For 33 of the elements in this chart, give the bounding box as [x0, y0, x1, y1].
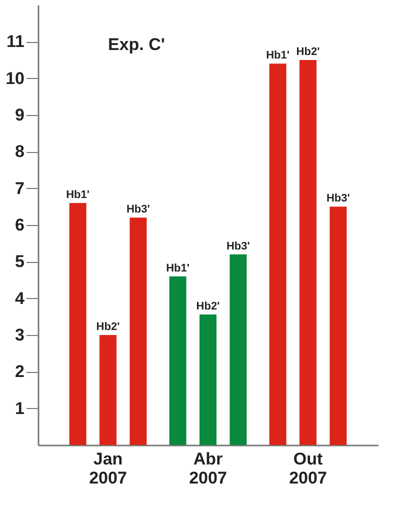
bar [230, 254, 247, 445]
text: Exp. C' [108, 35, 165, 54]
text: Hb3' [226, 240, 250, 252]
y-tick-label: 2 [15, 362, 24, 382]
y-tick-label: 7 [15, 178, 24, 198]
x-tick-label: Out 2007 [289, 450, 327, 488]
y-tick-label: 5 [15, 252, 24, 272]
bar [300, 60, 316, 445]
x-tick-label: Jan 2007 [89, 450, 127, 488]
text: Hb2' [196, 300, 220, 312]
y-tick-label: 8 [15, 142, 24, 162]
bar [330, 206, 347, 445]
bar [130, 218, 147, 445]
series-label: Hb1' [166, 262, 190, 274]
bar [269, 64, 286, 445]
series-label: Hb3' [126, 204, 150, 216]
text: Hb2' [96, 321, 120, 333]
y-tick-label: 10 [6, 68, 24, 88]
y-tick-label: 4 [15, 288, 26, 308]
bar [100, 335, 116, 445]
y-tick-label: 11 [6, 32, 24, 52]
series-label: Hb2' [296, 46, 320, 58]
y-tick-label: 9 [15, 106, 24, 124]
text: Hb1' [266, 50, 290, 62]
bar [200, 314, 216, 445]
text: Hb3' [326, 192, 350, 205]
text: Hb1' [66, 189, 90, 201]
y-tick-label: 1 [15, 398, 24, 418]
y-tick-label: 3 [15, 326, 24, 344]
y-tick-label: 6 [15, 216, 24, 234]
x-tick-label: Abr 2007 [189, 450, 227, 488]
bar [169, 276, 186, 445]
bar [69, 203, 86, 445]
